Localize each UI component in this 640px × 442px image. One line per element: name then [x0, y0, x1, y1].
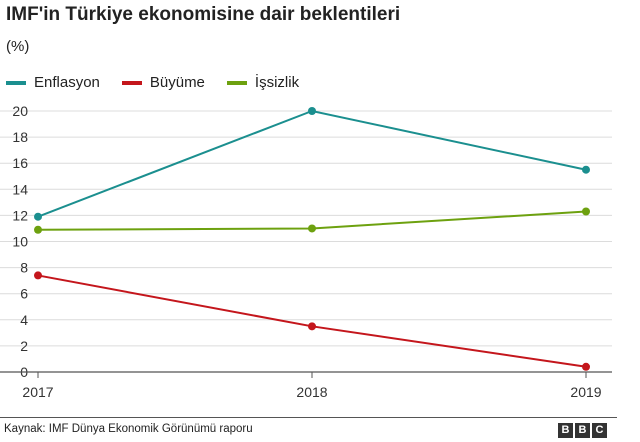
data-point-buyume [308, 322, 316, 331]
series-line-buyume [37, 274, 587, 368]
y-tick-label: 10 [12, 234, 28, 250]
data-point-enflasyon [308, 107, 316, 115]
y-tick-label: 2 [20, 338, 28, 354]
y-tick-label: 6 [20, 286, 28, 302]
legend-item-buyume: Büyüme [121, 74, 205, 91]
bbc-logo-letter: B [558, 423, 573, 438]
data-point-buyume [582, 362, 590, 371]
bbc-logo-letter: B [575, 423, 590, 438]
chart-subtitle: (%) [6, 38, 30, 55]
legend-item-issizlik: İşsizlik [226, 74, 300, 91]
legend-label-enflasyon: Enflasyon [34, 74, 100, 91]
legend-swatch-enflasyon [6, 80, 26, 85]
legend-swatch-buyume [121, 80, 142, 85]
series-line-enflasyon [37, 109, 587, 218]
data-point-issizlik [308, 224, 316, 233]
source-note: Kaynak: IMF Dünya Ekonomik Görünümü rapo… [4, 423, 253, 435]
footer-divider [0, 417, 617, 418]
y-tick-label: 18 [12, 129, 28, 145]
legend-label-buyume: Büyüme [149, 74, 205, 91]
legend-item-enflasyon: Enflasyon [6, 74, 100, 91]
x-tick-label: 2017 [22, 384, 53, 400]
y-tick-label: 8 [20, 260, 28, 276]
data-point-enflasyon [582, 165, 590, 174]
y-tick-label: 14 [12, 181, 28, 197]
chart-title: IMF'in Türkiye ekonomisine dair beklenti… [6, 4, 401, 25]
y-tick-label: 4 [20, 312, 28, 328]
bbc-logo: B B C [556, 423, 607, 438]
data-point-enflasyon [34, 212, 42, 221]
data-point-buyume [34, 271, 42, 280]
y-tick-label: 12 [12, 207, 28, 223]
data-point-issizlik [34, 225, 42, 234]
x-tick-label: 2019 [570, 384, 601, 400]
x-tick-label: 2018 [296, 384, 327, 400]
data-point-issizlik [582, 207, 590, 216]
legend-label-issizlik: İşsizlik [254, 74, 300, 91]
legend-swatch-issizlik [226, 80, 247, 85]
bbc-logo-letter: C [592, 423, 607, 438]
y-tick-label: 20 [12, 103, 28, 119]
y-tick-label: 16 [12, 155, 28, 171]
legend: Enflasyon Büyüme İşsizlik [6, 74, 321, 91]
